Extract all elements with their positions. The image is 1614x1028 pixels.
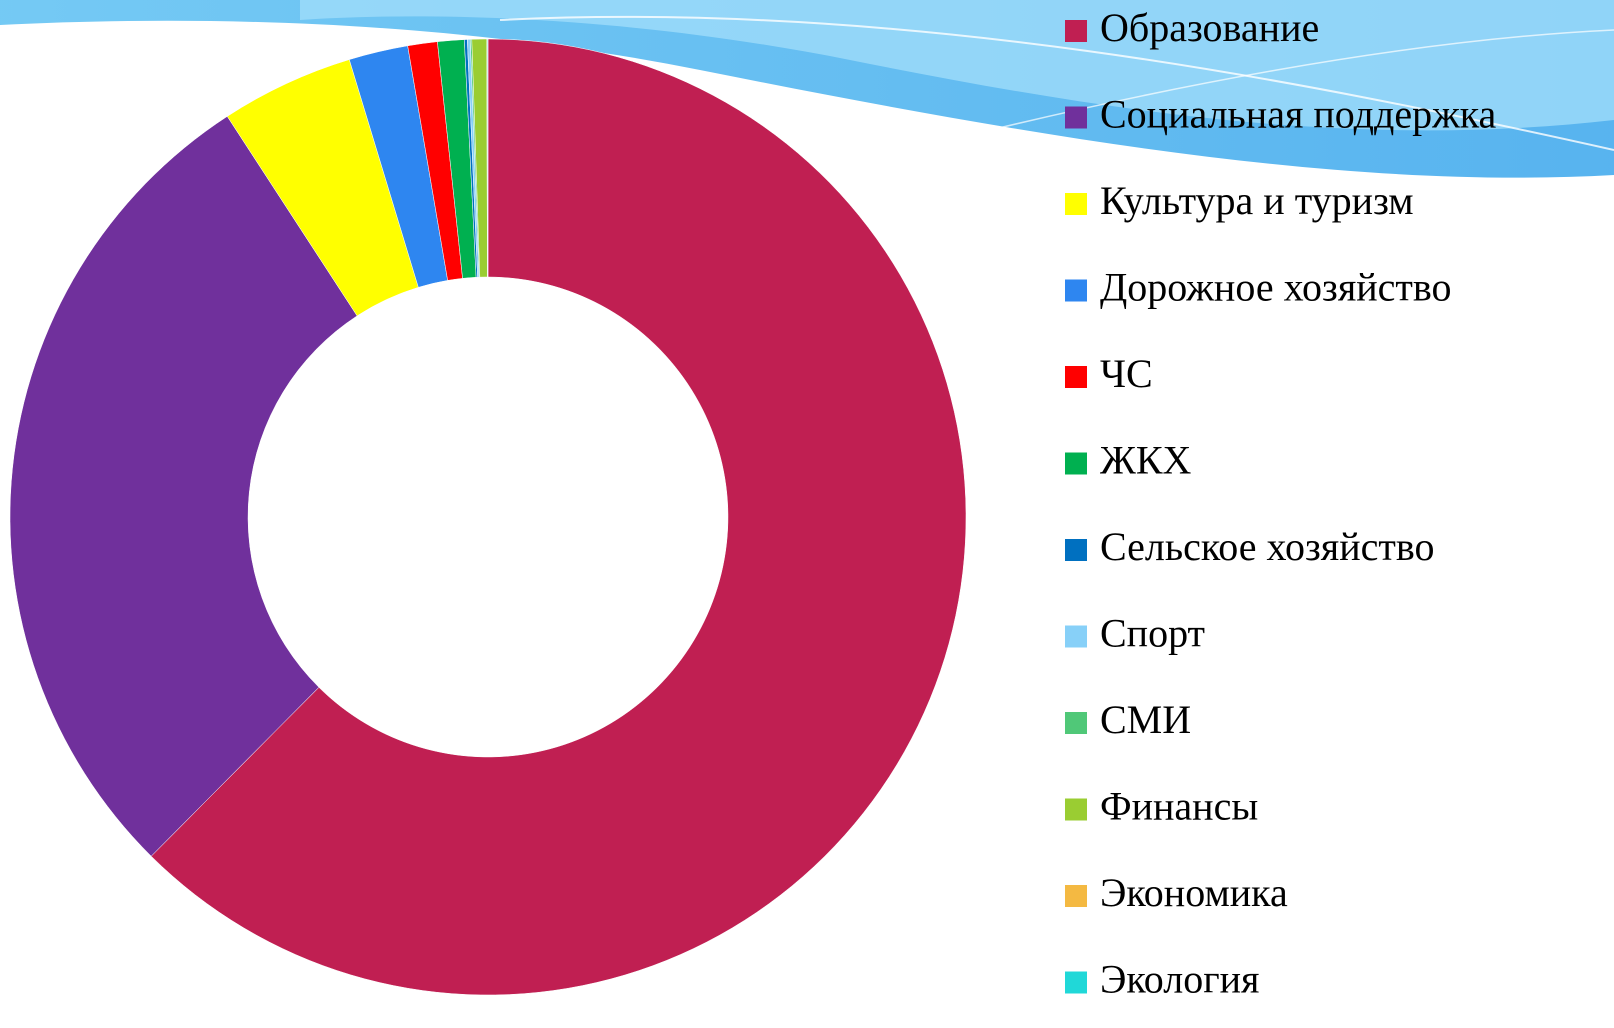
legend-swatch — [1065, 106, 1087, 129]
legend-label: Дорожное хозяйство — [1100, 265, 1452, 310]
legend-label: Экономика — [1100, 870, 1288, 915]
legend-swatch — [1065, 712, 1087, 734]
slice — [487, 38, 489, 278]
legend-label: Сельское хозяйство — [1100, 524, 1434, 569]
legend-swatch — [1065, 452, 1087, 475]
background-waves — [0, 0, 1614, 178]
legend-label: ЧС — [1100, 351, 1153, 396]
legend-swatch — [1065, 885, 1087, 907]
donut — [9, 38, 967, 996]
legend-label: Экология — [1100, 957, 1259, 1002]
legend-label: Финансы — [1100, 784, 1258, 829]
legend-label: ЖКХ — [1100, 438, 1192, 483]
legend-label: Спорт — [1100, 611, 1205, 656]
slice — [150, 38, 967, 996]
legend-swatch — [1065, 625, 1087, 648]
legend-label: Социальная поддержка — [1100, 92, 1497, 137]
legend-label: Культура и туризм — [1100, 178, 1414, 223]
legend-swatch — [1065, 798, 1087, 821]
legend-swatch — [1065, 193, 1087, 215]
legend-swatch — [1065, 20, 1087, 42]
legend-swatch — [1065, 971, 1087, 994]
legend: Образование Социальная поддержка Культура … — [1065, 5, 1497, 1002]
legend-swatch — [1065, 279, 1087, 302]
slice — [9, 116, 358, 857]
legend-label: СМИ — [1100, 697, 1191, 742]
legend-label: Образование — [1100, 5, 1319, 50]
legend-swatch — [1065, 539, 1087, 561]
legend-swatch — [1065, 366, 1087, 388]
